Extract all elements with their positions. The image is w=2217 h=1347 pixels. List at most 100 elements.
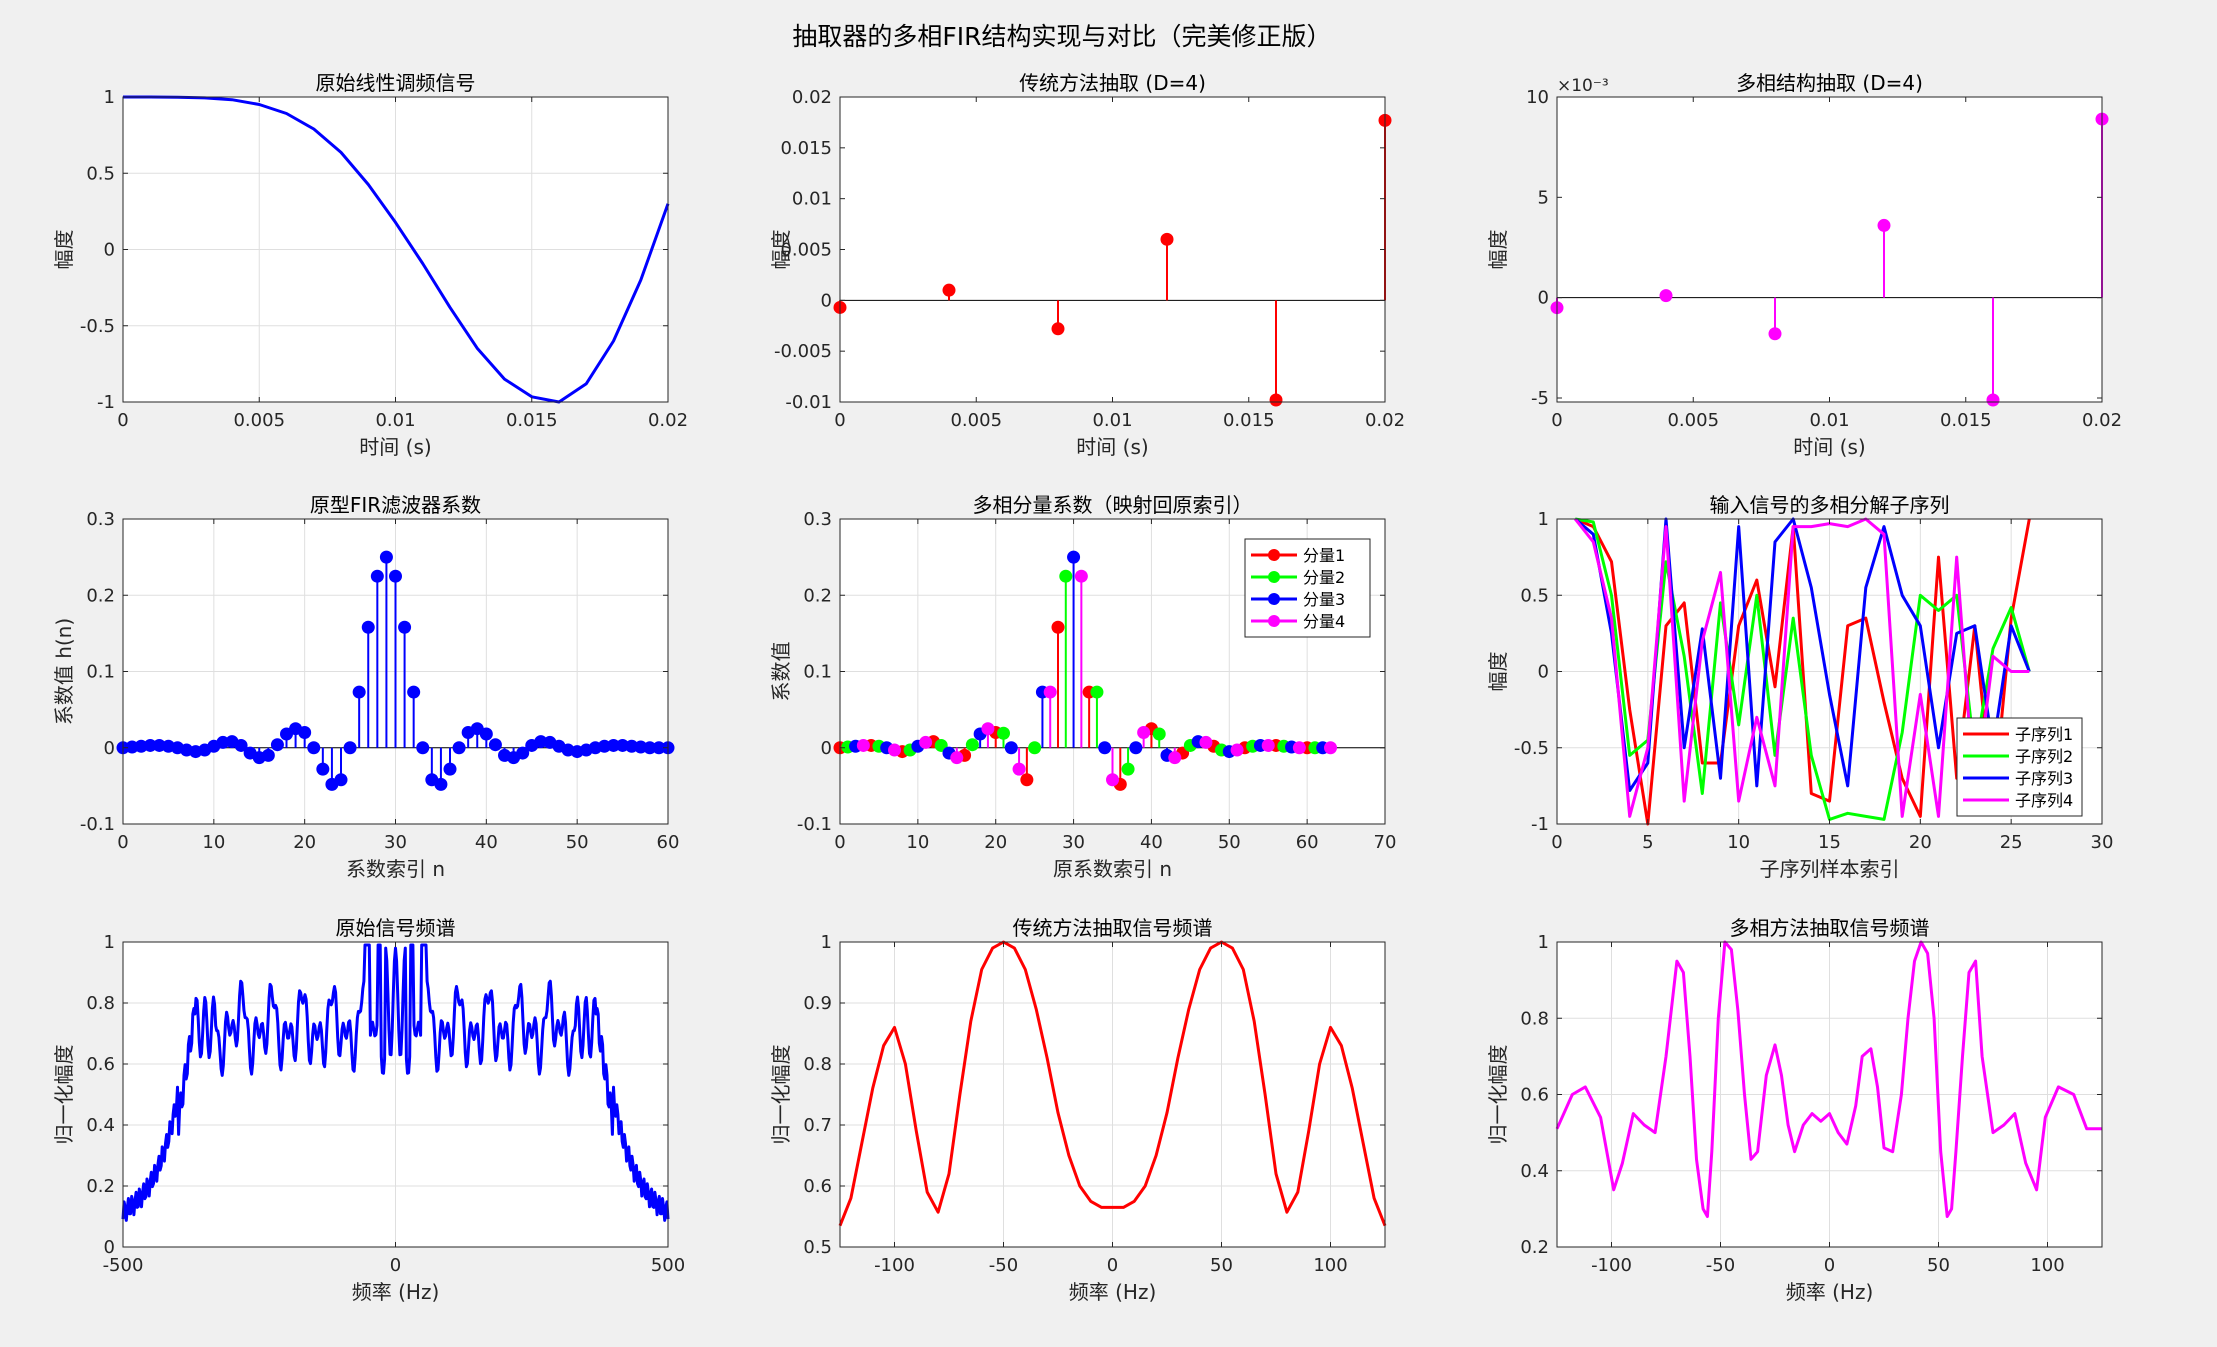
stem-marker (919, 735, 933, 749)
y-tick-label: -5 (1531, 388, 1549, 409)
x-axis-label: 时间 (s) (359, 435, 431, 459)
stem-marker (1877, 218, 1891, 232)
y-axis-label: 归一化幅度 (1486, 1045, 1510, 1145)
x-tick-label: 0 (117, 832, 128, 853)
x-tick-label: 10 (202, 832, 225, 853)
x-tick-label: 0.015 (506, 410, 558, 431)
x-tick-label: -100 (874, 1255, 915, 1276)
x-tick-label: -50 (989, 1255, 1018, 1276)
subplot-p6: 0 5 10 15 20 25 30 -1 -0.5 0 0.5 1 输入信号的多相分解子序列子序列样本… (1486, 493, 2113, 881)
subplot-title: 输入信号的多相分解子序列 (1710, 493, 1950, 517)
stem-marker (888, 743, 901, 757)
series-line-子序列4 (1574, 517, 2030, 818)
stem-marker (1067, 550, 1081, 564)
stem-marker (488, 738, 502, 752)
x-axis-label: 系数索引 n (346, 857, 445, 881)
x-tick-label: 10 (1727, 832, 1750, 853)
stem-marker (1986, 393, 2000, 407)
x-tick-label: 30 (384, 832, 407, 853)
x-tick-label: 50 (566, 832, 589, 853)
x-axis-label: 时间 (s) (1793, 435, 1865, 459)
y-axis-label: 归一化幅度 (769, 1045, 793, 1145)
y-tick-label: 0.015 (780, 138, 832, 159)
y-tick-label: 0.1 (86, 662, 115, 683)
y-tick-label: 0 (104, 738, 115, 759)
stem-marker (965, 738, 979, 752)
y-axis-label: 系数值 (769, 642, 793, 702)
y-tick-label: 1 (821, 932, 832, 953)
legend-label: 子序列1 (2015, 725, 2073, 744)
x-tick-label: -100 (1591, 1255, 1632, 1276)
stem-marker (389, 569, 402, 583)
x-axis-label: 原系数索引 n (1053, 857, 1172, 881)
stem-marker (343, 741, 357, 755)
y-tick-label: -0.5 (80, 316, 115, 337)
y-tick-label: 0.6 (803, 1176, 832, 1197)
stem-marker (234, 738, 248, 752)
x-tick-label: 100 (2030, 1255, 2064, 1276)
x-tick-label: 0.005 (1667, 410, 1719, 431)
stem-marker (352, 685, 366, 699)
stem-marker (307, 741, 321, 755)
x-axis-label: 频率 (Hz) (352, 1280, 440, 1304)
subplot-p2: 0 0.005 0.01 0.015 0.02 -0.01 -0.005 0 0.005 0.01… (769, 71, 1405, 459)
subplot-title: 多相结构抽取 (D=4) (1736, 71, 1923, 95)
legend-marker (1268, 549, 1280, 561)
x-tick-label: 40 (1140, 832, 1163, 853)
x-tick-label: 500 (651, 1255, 685, 1276)
y-tick-label: 0.7 (803, 1115, 832, 1136)
plot-area (840, 97, 1385, 402)
y-tick-label: 0.4 (86, 1115, 115, 1136)
y-tick-label: 0.1 (803, 662, 832, 683)
stem-marker (479, 727, 493, 741)
stem-marker (1090, 685, 1104, 699)
x-tick-label: 20 (1909, 832, 1932, 853)
x-tick-label: 40 (475, 832, 498, 853)
y-axis-label: 幅度 (769, 230, 793, 270)
stem-marker (1074, 569, 1088, 583)
x-tick-label: 50 (1210, 1255, 1233, 1276)
stem-marker (1106, 773, 1119, 787)
stem-marker (1137, 726, 1151, 739)
stem-marker (1269, 393, 1283, 407)
stem-marker (652, 741, 666, 755)
x-axis-label: 频率 (Hz) (1069, 1280, 1157, 1304)
stem-marker (316, 762, 330, 776)
stem-marker (1152, 727, 1166, 741)
x-tick-label: 60 (1296, 832, 1319, 853)
stem-marker (1051, 620, 1065, 634)
x-axis-label: 频率 (Hz) (1786, 1280, 1874, 1304)
y-tick-label: 0.5 (1520, 585, 1549, 606)
stem-marker (1168, 751, 1182, 765)
stem-marker (1160, 232, 1174, 246)
stem-marker (1059, 569, 1073, 583)
x-tick-label: 0.02 (2082, 410, 2122, 431)
y-tick-label: 1 (1538, 509, 1549, 530)
series-group (1555, 940, 2102, 1218)
y-tick-label: 0.5 (803, 1237, 832, 1258)
subplot-title: 传统方法抽取信号频谱 (1013, 916, 1213, 940)
series-line-data (838, 940, 1387, 1227)
stem-marker (261, 748, 275, 762)
x-tick-label: 60 (657, 832, 680, 853)
y-tick-label: 0.2 (1520, 1237, 1549, 1258)
series-group (123, 95, 670, 404)
y-tick-label: 5 (1538, 187, 1549, 208)
x-tick-label: 0.015 (1223, 410, 1275, 431)
stem-marker (407, 685, 421, 699)
stem-marker (1098, 741, 1112, 755)
y-tick-label: 0 (104, 1237, 115, 1258)
x-tick-label: 20 (984, 832, 1007, 853)
legend-label: 分量4 (1303, 612, 1345, 631)
legend-marker (1268, 615, 1280, 627)
y-tick-label: -1 (97, 392, 115, 413)
x-tick-label: 0.015 (1940, 410, 1992, 431)
y-tick-label: -0.5 (1514, 738, 1549, 759)
series-group (1574, 517, 2031, 826)
y-tick-label: -1 (1531, 814, 1549, 835)
x-tick-label: 15 (1818, 832, 1841, 853)
y-tick-label: -0.005 (774, 341, 832, 362)
legend-marker (1268, 593, 1280, 605)
legend-label: 分量1 (1303, 546, 1345, 565)
stem-marker (997, 726, 1010, 740)
